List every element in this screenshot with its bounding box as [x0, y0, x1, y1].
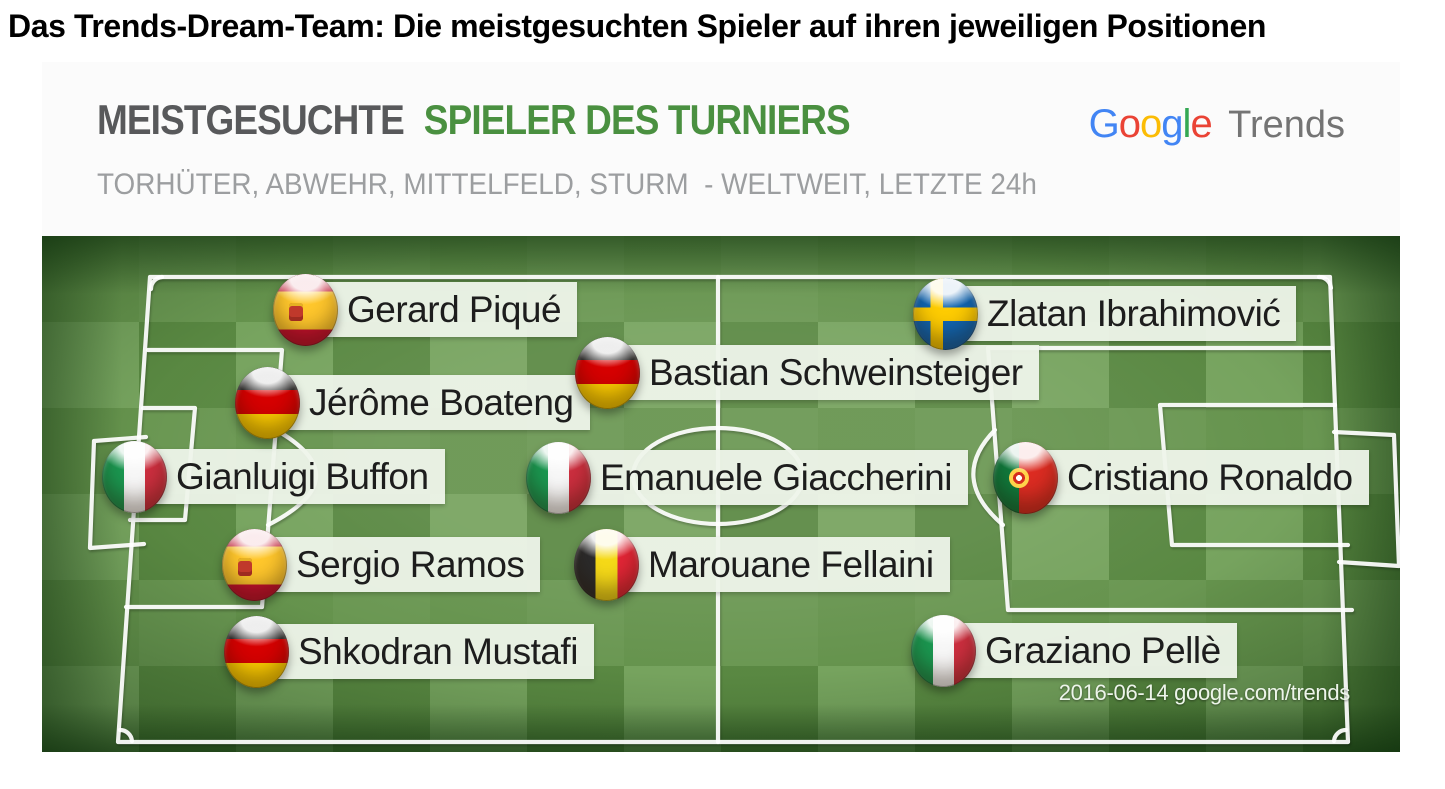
player-name-label: Marouane Fellaini — [595, 537, 950, 592]
sweden-flag-icon — [913, 278, 978, 350]
player-name-label: Sergio Ramos — [243, 537, 541, 592]
badge-gloss — [235, 367, 300, 439]
badge-gloss — [574, 529, 639, 601]
badge-gloss — [993, 442, 1058, 514]
google-logo-letter: l — [1182, 102, 1192, 146]
portugal-flag-icon — [993, 442, 1058, 514]
badge-gloss — [222, 529, 287, 601]
credit-text: 2016-06-14 google.com/trends — [1058, 680, 1351, 705]
page-title: Das Trends-Dream-Team: Die meistgesuchte… — [8, 8, 1267, 44]
player-name-label: Graziano Pellè — [932, 623, 1237, 678]
player-name-label: Gianluigi Buffon — [123, 449, 445, 504]
badge-gloss — [526, 442, 591, 514]
google-logo-letter: e — [1190, 102, 1212, 146]
infographic: MEISTGESUCHTE SPIELER DES TURNIERS TORHÜ… — [42, 62, 1400, 752]
italy-flag-icon — [526, 442, 591, 514]
infographic-title: MEISTGESUCHTE SPIELER DES TURNIERS — [97, 96, 851, 144]
spain-flag-icon — [273, 274, 338, 346]
player-name-label: Jérôme Boateng — [256, 375, 590, 430]
google-logo-letter: G — [1088, 102, 1120, 146]
player-name-label: Shkodran Mustafi — [245, 624, 594, 679]
badge-gloss — [913, 278, 978, 350]
infographic-title-primary: MEISTGESUCHTE — [97, 96, 405, 143]
spain-flag-icon — [222, 529, 287, 601]
google-trends-logo: Google Trends — [1089, 102, 1345, 147]
player-name-label: Bastian Schweinsteiger — [596, 345, 1039, 400]
player-name-label: Zlatan Ibrahimović — [934, 286, 1297, 341]
pitch: Gerard Piqué Zlatan Ibrahimović Jérôme Boa… — [42, 236, 1400, 752]
infographic-header: MEISTGESUCHTE SPIELER DES TURNIERS TORHÜ… — [42, 62, 1400, 236]
player-name-label: Emanuele Giaccherini — [547, 450, 968, 505]
google-logo-letter: o — [1118, 102, 1141, 146]
badge-gloss — [911, 615, 976, 687]
google-logo-letter: g — [1161, 102, 1183, 146]
germany-flag-icon — [575, 337, 640, 409]
italy-flag-icon — [911, 615, 976, 687]
infographic-subtitle: TORHÜTER, ABWEHR, MITTELFELD, STURM - WE… — [97, 168, 1037, 201]
badge-gloss — [273, 274, 338, 346]
google-logo-letter: o — [1140, 102, 1162, 146]
player-name-label: Cristiano Ronaldo — [1014, 450, 1369, 505]
google-trends-label: Trends — [1228, 104, 1345, 146]
germany-flag-icon — [235, 367, 300, 439]
infographic-title-accent: SPIELER DES TURNIERS — [423, 96, 851, 143]
badge-gloss — [575, 337, 640, 409]
google-logo: Google — [1088, 102, 1213, 146]
badge-gloss — [102, 441, 167, 513]
italy-flag-icon — [102, 441, 167, 513]
badge-gloss — [224, 616, 289, 688]
germany-flag-icon — [224, 616, 289, 688]
player-layer: Gerard Piqué Zlatan Ibrahimović Jérôme Boa… — [42, 236, 1400, 752]
belgium-flag-icon — [574, 529, 639, 601]
